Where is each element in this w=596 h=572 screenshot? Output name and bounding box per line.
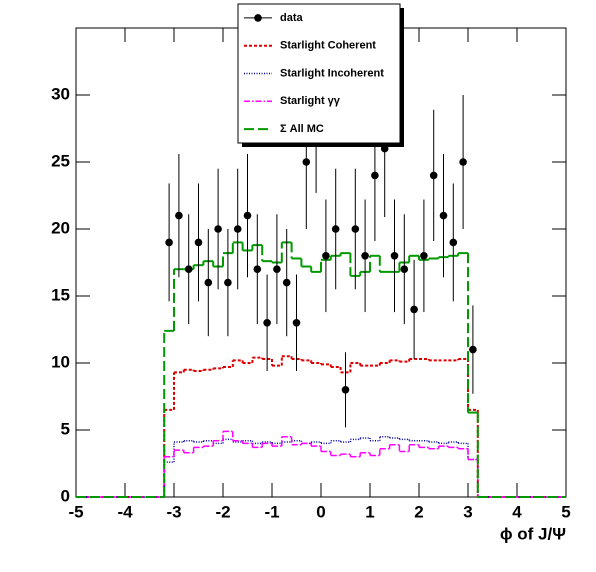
data-point bbox=[459, 158, 467, 166]
legend-label: Starlight Coherent bbox=[280, 40, 376, 52]
legend-label: Starlight Incoherent bbox=[280, 67, 384, 79]
data-point bbox=[282, 278, 291, 287]
x-tick-label: -3 bbox=[166, 502, 181, 521]
y-tick-label: 10 bbox=[51, 352, 70, 371]
data-point bbox=[371, 171, 379, 180]
x-tick-label: -4 bbox=[117, 502, 133, 521]
data-point bbox=[292, 319, 301, 327]
y-tick-label: 5 bbox=[61, 419, 70, 438]
data-point bbox=[390, 252, 399, 260]
data-point bbox=[361, 252, 369, 260]
data-point bbox=[273, 265, 281, 274]
y-tick-label: 20 bbox=[51, 218, 70, 237]
data-point bbox=[341, 386, 350, 394]
data-point bbox=[184, 265, 193, 274]
data-point bbox=[429, 171, 438, 180]
data-point bbox=[165, 238, 173, 247]
data-point bbox=[351, 225, 360, 233]
data-point bbox=[410, 305, 418, 314]
y-tick-label: 30 bbox=[51, 84, 70, 103]
data-point bbox=[224, 278, 232, 287]
data-point bbox=[449, 238, 458, 247]
x-tick-label: 4 bbox=[512, 502, 522, 521]
x-tick-label: -1 bbox=[264, 502, 279, 521]
data-point bbox=[204, 278, 213, 287]
data-point bbox=[469, 345, 477, 354]
x-tick-label: 5 bbox=[561, 502, 570, 521]
data-point bbox=[400, 265, 409, 274]
data-point bbox=[439, 211, 448, 220]
y-tick-label: 15 bbox=[51, 285, 70, 304]
data-point bbox=[253, 265, 262, 274]
data-point bbox=[322, 252, 330, 260]
y-tick-label: 25 bbox=[51, 151, 70, 170]
x-tick-label: 2 bbox=[414, 502, 423, 521]
data-point bbox=[302, 158, 311, 166]
legend-label: Starlight γγ bbox=[280, 95, 341, 107]
data-point bbox=[243, 211, 252, 220]
data-point bbox=[263, 319, 271, 327]
x-axis-label: ϕ of J/Ψ bbox=[500, 524, 566, 543]
data-point bbox=[175, 211, 183, 220]
data-point bbox=[194, 238, 203, 247]
legend-label: Σ All MC bbox=[280, 123, 324, 135]
legend-symbol bbox=[254, 14, 262, 22]
x-tick-label: 1 bbox=[365, 502, 374, 521]
data-point bbox=[420, 252, 428, 260]
y-tick-label: 0 bbox=[61, 486, 70, 505]
x-tick-label: 3 bbox=[463, 502, 472, 521]
step-histogram bbox=[76, 241, 566, 498]
legend-label: data bbox=[280, 12, 304, 24]
x-tick-label: 0 bbox=[316, 502, 325, 521]
x-tick-label: -5 bbox=[68, 502, 83, 521]
x-tick-label: -2 bbox=[215, 502, 230, 521]
data-point bbox=[331, 225, 340, 233]
data-point bbox=[233, 225, 242, 233]
data-point bbox=[214, 225, 222, 233]
